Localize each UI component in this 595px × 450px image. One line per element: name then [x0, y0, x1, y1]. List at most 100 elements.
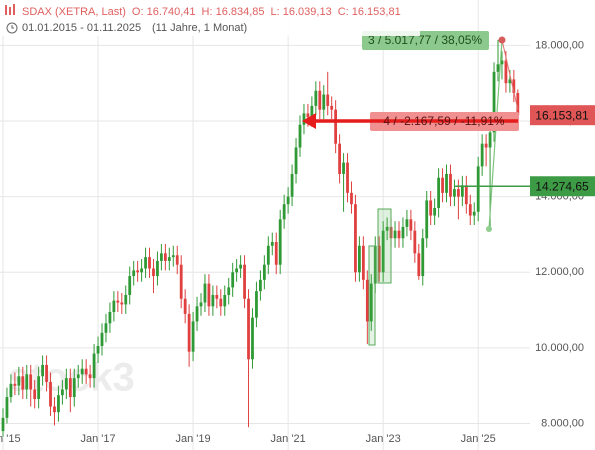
candle-body — [488, 132, 492, 148]
highlight-box — [377, 208, 392, 284]
candle-body — [385, 226, 389, 231]
candle-body — [262, 264, 266, 280]
candle-body — [255, 291, 258, 318]
candle-body — [92, 353, 96, 379]
candle-body — [171, 255, 175, 258]
candle-body — [13, 383, 17, 386]
candle-body — [476, 166, 480, 212]
candle-body — [140, 268, 143, 273]
candle-body — [338, 143, 341, 174]
candle-body — [358, 245, 361, 273]
candle-body — [144, 257, 147, 269]
candle-body — [49, 381, 52, 407]
candle-body — [393, 230, 397, 239]
candle-body — [207, 283, 211, 307]
header-text: C: 16.153,81 — [338, 6, 401, 18]
candle-body — [274, 242, 278, 265]
candle-body — [441, 177, 444, 193]
candle-body — [433, 207, 437, 216]
candle-body — [160, 253, 163, 261]
candle-body — [429, 200, 433, 216]
candle-body — [76, 374, 80, 379]
candle-body — [270, 242, 274, 246]
candle-body — [57, 395, 60, 413]
clock-icon — [11, 25, 14, 29]
price-label-bg — [530, 176, 595, 197]
candle-body — [294, 147, 298, 174]
candle-body — [302, 113, 306, 125]
candle-body — [417, 253, 421, 277]
x-tick-label: Jan '15 — [0, 433, 21, 445]
annotation: 3 / 5.017,77 / 38,05% — [368, 33, 482, 47]
candle-body — [516, 93, 520, 116]
price-label: 14.274,65 — [535, 179, 589, 193]
candle-body — [437, 177, 440, 208]
candle-body — [243, 264, 246, 299]
x-tick-label: Jan '17 — [80, 433, 115, 445]
candle-body — [219, 298, 223, 307]
header-text: O: 16.740,41 — [132, 6, 196, 18]
candle-body — [128, 276, 132, 295]
candle-body — [235, 268, 239, 273]
candle-body — [318, 90, 322, 110]
candle-body — [500, 60, 504, 65]
candle-body — [449, 173, 452, 197]
candle-body — [464, 185, 468, 205]
x-tick-label: Jan '23 — [366, 433, 401, 445]
candle-body — [96, 346, 100, 354]
candle-body — [334, 109, 338, 144]
measure-point — [498, 36, 506, 44]
candle-body — [84, 368, 88, 375]
candle-body — [191, 321, 195, 352]
candle-body — [346, 162, 349, 193]
candle-body — [492, 71, 496, 133]
candle-body — [100, 332, 104, 347]
candle-body — [342, 162, 345, 174]
candle-body — [354, 204, 357, 273]
header-text: SDAX (XETRA, Last) — [22, 6, 126, 18]
candle-body — [239, 264, 242, 269]
candle-body — [183, 298, 187, 314]
candle-body — [310, 105, 314, 118]
candle-body — [266, 245, 270, 265]
candle-body — [1, 417, 5, 432]
candle-body — [508, 79, 512, 84]
candle-body — [472, 211, 476, 216]
candle-body — [314, 90, 318, 106]
candle-body — [136, 270, 140, 273]
candle-body — [80, 368, 84, 375]
candle-body — [88, 374, 92, 379]
candle-body — [377, 245, 381, 273]
candle-body — [64, 378, 68, 390]
candle-body — [41, 364, 44, 377]
candle-body — [152, 268, 155, 277]
header-text: L: 16.039,13 — [271, 6, 332, 18]
icon — [5, 4, 15, 15]
candle-body — [361, 245, 365, 280]
candle-body — [484, 143, 488, 148]
candle-body — [215, 294, 219, 299]
candle-body — [120, 302, 124, 305]
candle-body — [453, 189, 456, 197]
candle-body — [124, 294, 128, 305]
candle-body — [251, 317, 254, 360]
period: 01.01.2015 - 01.11.2025 — [22, 22, 141, 34]
candle-body — [413, 230, 417, 254]
candle-body — [381, 230, 385, 273]
candle-body — [512, 79, 516, 94]
candle-body — [108, 311, 112, 324]
candle-body — [350, 192, 353, 205]
candle-body — [195, 306, 199, 322]
header-quote: SDAX (XETRA, Last) O: 16.740,41 H: 16.834,… — [22, 6, 401, 18]
candle-body — [278, 219, 282, 265]
candle-body — [247, 298, 250, 360]
candle-body — [68, 378, 72, 398]
candle-body — [167, 257, 171, 261]
x-tick-label: Jan '25 — [461, 433, 496, 445]
candle-body — [405, 219, 409, 227]
candle-body — [480, 143, 484, 167]
candle-body — [282, 204, 286, 220]
candle-body — [468, 204, 472, 216]
candle-body — [17, 376, 21, 386]
